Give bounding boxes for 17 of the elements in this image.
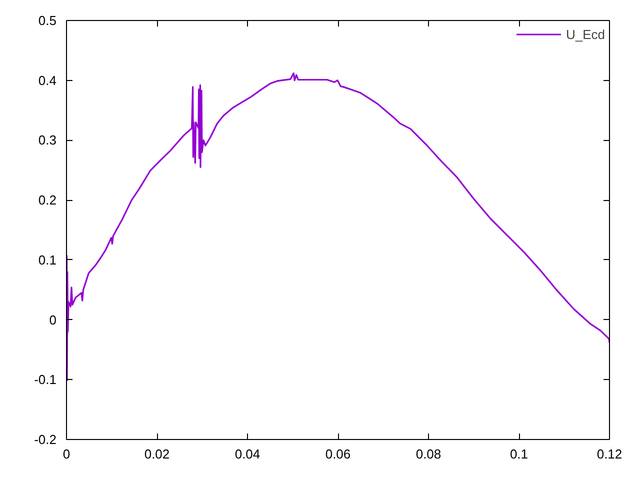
y-tick-label: 0.4 [38,72,57,88]
y-tick-label: 0.1 [38,252,57,268]
x-tick-label: 0.06 [325,446,351,462]
x-tick-label: 0.08 [416,446,442,462]
y-tick-label: 0.3 [38,132,57,148]
y-tick-label: -0.2 [34,432,57,447]
line-series [66,72,610,382]
x-tick-label: 0.12 [596,446,622,462]
legend-label: U_Ecd [566,26,605,42]
y-tick-label: 0 [49,312,57,328]
y-tick-label: 0.2 [38,192,57,208]
x-tick-label: 0.04 [234,446,260,462]
x-tick-label: 0.1 [510,446,528,462]
x-tick-label: 0.02 [144,446,170,462]
y-tick-label: -0.1 [34,372,57,388]
y-tick-label: 0.5 [38,13,57,28]
x-tick-label: 0 [62,446,70,462]
